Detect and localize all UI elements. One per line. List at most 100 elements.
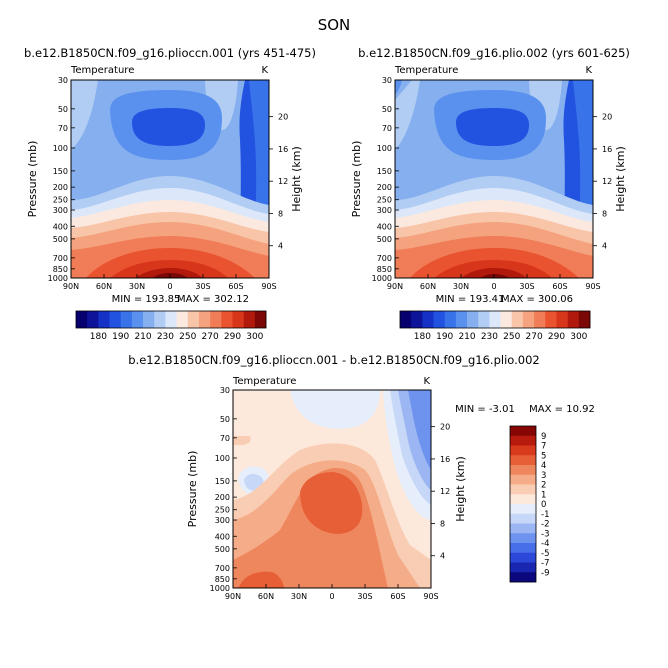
colorbar-swatch [120,311,133,328]
pressure-tick-label: 200 [377,183,392,192]
latitude-tick-label: 90N [387,282,403,291]
colorbar-swatch [500,311,513,328]
pressure-tick-label: 200 [53,183,68,192]
height-tick-label: 16 [440,455,450,464]
contour-field-diff [232,389,432,589]
latitude-tick-label: 30N [453,282,469,291]
contour-field-right [394,79,594,279]
colorbar-label: 5 [541,451,546,461]
latitude-axis-right: 90N 60N 30N 0 30S 60S 90S [387,274,601,291]
height-tick-label: 16 [278,145,288,154]
latitude-tick-label: 60S [228,282,243,291]
contour-band [290,390,380,429]
pressure-tick-label: 400 [53,222,68,231]
pressure-tick-label: 30 [58,76,68,85]
colorbar-frame [399,310,591,329]
contour-band [233,436,251,445]
contour-band [480,274,510,278]
height-tick-label: 12 [278,177,288,186]
height-axis-right: 4 8 12 16 20 [593,113,612,251]
colorbar-swatch [510,572,536,583]
height-axis-label-diff: Height (km) [454,456,467,522]
colorbar-label: 180 [414,332,431,342]
pressure-tick-label: 500 [215,545,230,554]
contour-band [132,108,205,146]
colorbar-label: 210 [134,332,151,342]
pressure-tick-label: 100 [215,454,230,463]
contour-band [395,80,402,94]
height-tick-label: 16 [602,145,612,154]
contour-band [135,268,203,278]
pressure-tick-label: 70 [382,124,392,133]
latitude-tick-label: 60S [552,282,567,291]
latitude-tick-label: 0 [329,592,334,601]
colorbar-swatch [510,523,536,534]
colorbar-swatch [510,552,536,563]
latitude-tick-label: 30N [291,592,307,601]
panel-diff-variable: Temperature [232,376,296,387]
latitude-tick-label: 30N [129,282,145,291]
colorbar-label: -5 [541,549,549,559]
height-tick-label: 4 [602,242,607,251]
colorbar-swatch [510,474,536,485]
colorbar-swatch [232,311,244,328]
pressure-tick-label: 500 [377,235,392,244]
colorbar-label: 190 [436,332,453,342]
max-label-right: MAX = 300.06 [501,294,573,305]
colorbar-label: 250 [179,332,196,342]
pressure-tick-label: 150 [53,167,68,176]
pressure-tick-label: 70 [220,434,230,443]
pressure-tick-label: 700 [53,254,68,263]
colorbar-label: 7 [541,442,546,452]
colorbar-swatch [254,311,267,328]
colorbar-right: 180 190 210 230 250 270 290 300 [399,310,591,342]
contour-band [244,473,264,491]
colorbar-label: -3 [541,529,549,539]
pressure-tick-label: 50 [220,415,230,424]
colorbar-swatch [131,311,144,328]
colorbar-swatch [154,311,166,328]
colorbar-swatch [210,311,222,328]
panel-right: b.e12.B1850CN.f09_g16.plio.002 (yrs 601-… [350,46,630,342]
colorbar-swatch [109,311,122,328]
height-tick-label: 20 [440,423,450,432]
pressure-tick-label: 700 [377,254,392,263]
height-tick-label: 20 [602,113,612,122]
colorbar-swatch [143,311,155,328]
latitude-tick-label: 30S [195,282,210,291]
colorbar-swatch [87,311,99,328]
pressure-axis-label-diff: Pressure (mb) [186,451,199,528]
colorbar-swatch [510,494,536,505]
colorbar-swatch [478,311,490,328]
pressure-tick-label: 850 [53,265,68,274]
latitude-tick-label: 90N [225,592,241,601]
panel-left-units: K [261,65,268,76]
colorbar-label: -7 [541,559,549,569]
contour-band [461,268,527,278]
max-label-diff: MAX = 10.92 [529,404,595,415]
pressure-tick-label: 300 [377,206,392,215]
colorbar-swatch [510,504,536,515]
pressure-tick-label: 250 [215,506,230,515]
colorbar-swatch [545,311,557,328]
colorbar-label: -1 [541,510,549,520]
height-tick-label: 4 [440,552,445,561]
latitude-tick-label: 90N [63,282,79,291]
pressure-axis-label-left: Pressure (mb) [26,141,39,218]
colorbar-swatch [578,311,591,328]
colorbar-swatch [176,311,189,328]
colorbar-swatch [510,513,536,524]
colorbar-swatch [422,311,434,328]
pressure-tick-label: 300 [215,516,230,525]
colorbar-label: 290 [224,332,241,342]
panel-right-units: K [585,65,592,76]
colorbar-swatch [510,435,536,446]
colorbar-swatch [522,311,535,328]
pressure-axis-label-right: Pressure (mb) [350,141,363,218]
colorbar-swatch [510,465,536,476]
pressure-tick-label: 700 [215,564,230,573]
pressure-tick-label: 1000 [48,274,68,283]
